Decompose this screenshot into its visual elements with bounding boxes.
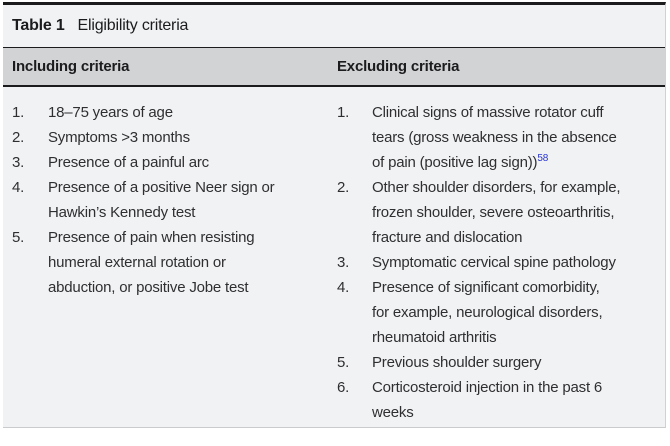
list-item: 3. Symptomatic cervical spine pathology (337, 250, 665, 275)
table-caption-label: Table 1 (12, 17, 65, 34)
list-item-text: Other shoulder disorders, for example, f… (372, 179, 621, 246)
list-item: 5. Presence of pain when resisting humer… (12, 225, 334, 300)
list-item-number: 5. (12, 229, 25, 246)
list-item-text: Presence of significant comorbidity, for… (372, 279, 603, 346)
list-item: 2. Symptoms >3 months (12, 125, 334, 150)
list-item: 4. Presence of a positive Neer sign or H… (12, 175, 334, 225)
excluding-criteria-list: 1. Clinical signs of massive rotator cuf… (337, 100, 665, 425)
list-item-text: Corticosteroid injection in the past 6 w… (372, 379, 603, 421)
list-item-text: Symptomatic cervical spine pathology (372, 254, 616, 271)
table-header-row: Including criteria Excluding criteria (3, 48, 665, 87)
excluding-criteria-column: 1. Clinical signs of massive rotator cuf… (334, 100, 665, 425)
list-item-text: Previous shoulder surgery (372, 354, 542, 371)
including-criteria-list: 1. 18–75 years of age 2. Symptoms >3 mon… (12, 100, 334, 300)
table-caption: Table 1 Eligibility criteria (3, 5, 665, 48)
list-item-number: 3. (12, 154, 25, 171)
list-item-number: 1. (337, 104, 350, 121)
list-item-text: Presence of a painful arc (48, 154, 209, 171)
list-item: 1. Clinical signs of massive rotator cuf… (337, 100, 665, 175)
list-item-text: Symptoms >3 months (48, 129, 190, 146)
including-criteria-column: 1. 18–75 years of age 2. Symptoms >3 mon… (3, 100, 334, 425)
column-header-excluding: Excluding criteria (337, 58, 460, 75)
list-item-number: 2. (12, 129, 25, 146)
list-item-number: 3. (337, 254, 350, 271)
table-eligibility-criteria: Table 1 Eligibility criteria Including c… (3, 2, 666, 428)
list-item: 4. Presence of significant comorbidity, … (337, 275, 665, 350)
list-item-number: 4. (12, 179, 25, 196)
table-caption-title: Eligibility criteria (77, 17, 189, 34)
list-item-number: 2. (337, 179, 350, 196)
list-item: 6. Corticosteroid injection in the past … (337, 375, 665, 425)
list-item-text-body: Clinical signs of massive rotator cuff t… (372, 104, 617, 171)
list-item-number: 4. (337, 279, 350, 296)
reference-link-58[interactable]: 58 (537, 153, 549, 164)
list-item: 5. Previous shoulder surgery (337, 350, 665, 375)
table-body: 1. 18–75 years of age 2. Symptoms >3 mon… (3, 87, 665, 427)
list-item: 1. 18–75 years of age (12, 100, 334, 125)
list-item: 2. Other shoulder disorders, for example… (337, 175, 665, 250)
column-header-including: Including criteria (12, 58, 130, 75)
list-item-text: 18–75 years of age (48, 104, 173, 121)
list-item-number: 5. (337, 354, 350, 371)
list-item-number: 1. (12, 104, 25, 121)
list-item-text: Presence of pain when resisting humeral … (48, 229, 255, 296)
list-item: 3. Presence of a painful arc (12, 150, 334, 175)
list-item-text: Clinical signs of massive rotator cuff t… (372, 100, 665, 175)
list-item-text: Presence of a positive Neer sign or Hawk… (48, 179, 275, 221)
list-item-number: 6. (337, 379, 350, 396)
